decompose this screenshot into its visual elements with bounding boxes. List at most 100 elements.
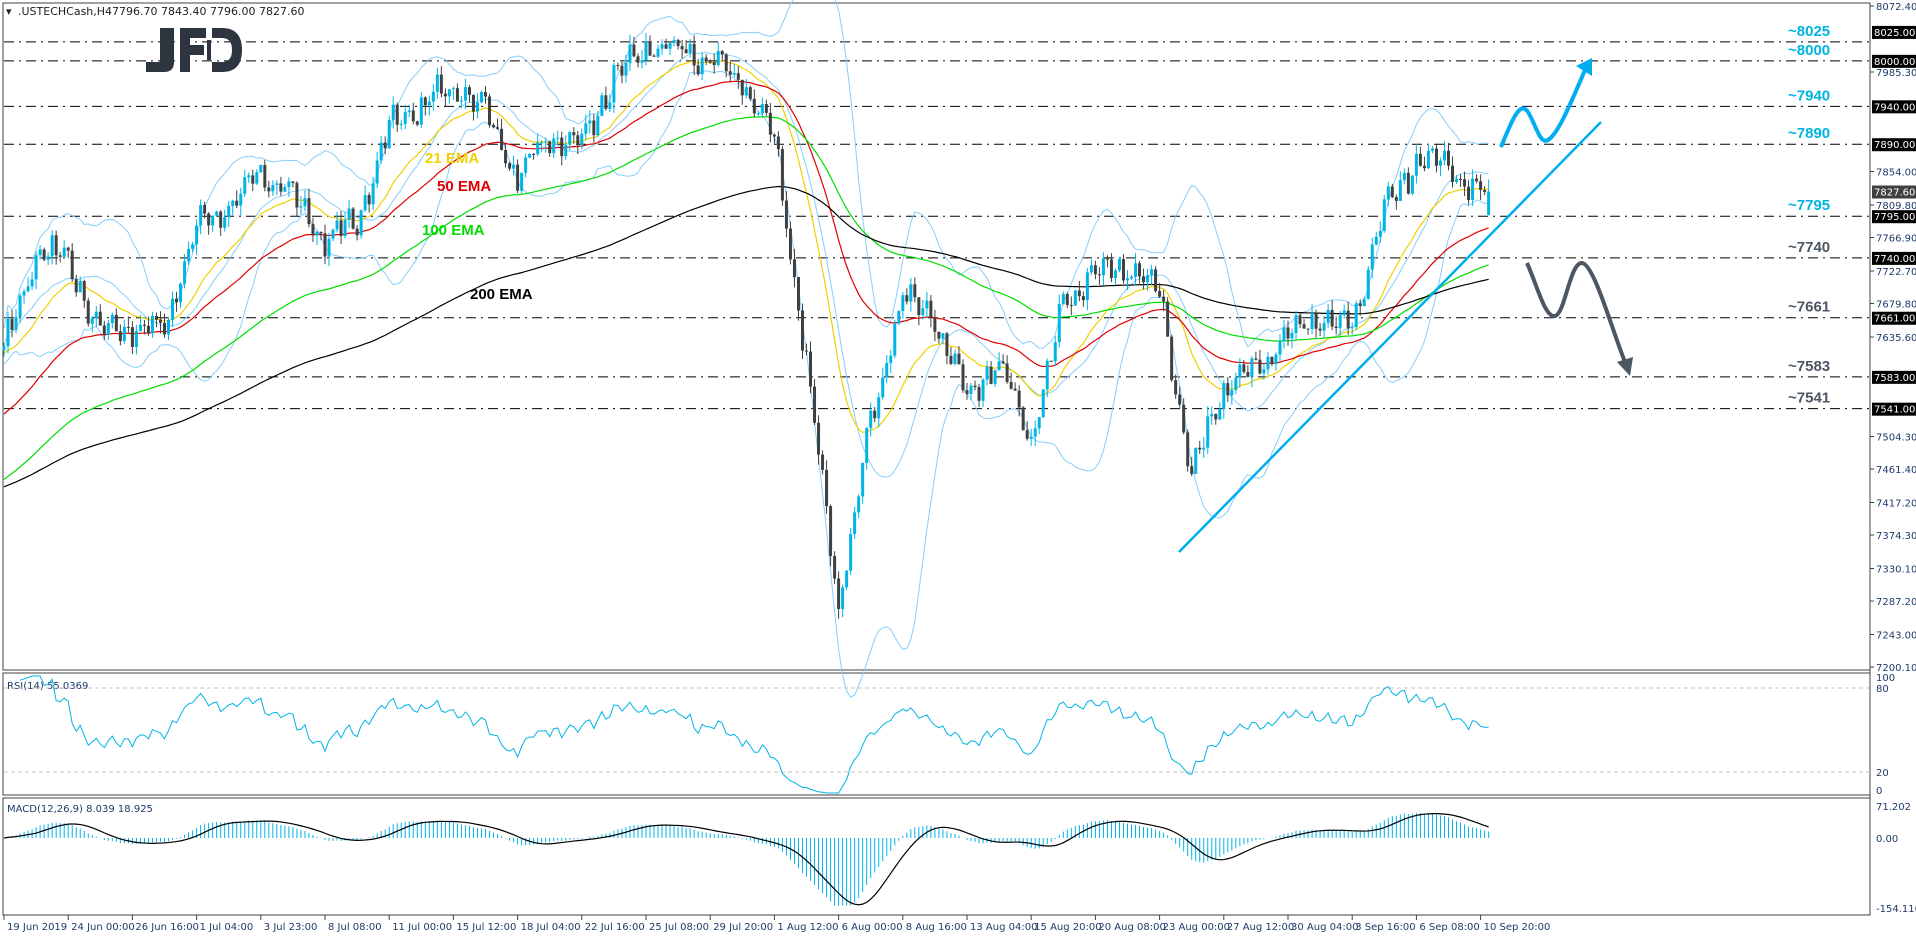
candle-body[interactable] xyxy=(632,44,636,57)
candle-body[interactable] xyxy=(873,410,877,419)
candle-body[interactable] xyxy=(126,326,130,328)
candle-body[interactable] xyxy=(1093,265,1097,275)
candle-body[interactable] xyxy=(1174,380,1178,395)
candle-body[interactable] xyxy=(941,333,945,339)
candle-body[interactable] xyxy=(1113,270,1117,279)
candle-body[interactable] xyxy=(624,62,628,76)
candle-body[interactable] xyxy=(1166,301,1170,337)
candle-body[interactable] xyxy=(235,200,239,206)
candle-body[interactable] xyxy=(154,316,158,320)
candle-body[interactable] xyxy=(708,61,712,63)
candle-body[interactable] xyxy=(656,48,660,57)
candle-body[interactable] xyxy=(560,137,564,157)
candle-body[interactable] xyxy=(528,153,532,158)
candle-body[interactable] xyxy=(764,104,768,113)
candle-body[interactable] xyxy=(58,255,62,257)
candle-body[interactable] xyxy=(616,64,620,67)
candle-body[interactable] xyxy=(1298,315,1302,325)
candle-body[interactable] xyxy=(800,310,804,351)
candle-body[interactable] xyxy=(163,322,166,335)
candle-body[interactable] xyxy=(1410,175,1414,194)
candle-body[interactable] xyxy=(287,181,291,188)
candle-body[interactable] xyxy=(620,66,624,76)
candle-body[interactable] xyxy=(443,93,447,97)
candle-body[interactable] xyxy=(355,228,359,236)
candle-body[interactable] xyxy=(1146,275,1150,283)
candle-body[interactable] xyxy=(26,286,30,292)
candle-body[interactable] xyxy=(403,111,407,124)
candle-body[interactable] xyxy=(299,206,303,208)
candle-body[interactable] xyxy=(913,284,917,298)
candle-body[interactable] xyxy=(1475,178,1479,182)
candle-body[interactable] xyxy=(728,71,732,75)
candle-body[interactable] xyxy=(973,385,977,388)
candle-body[interactable] xyxy=(239,193,243,206)
candle-body[interactable] xyxy=(1045,360,1049,390)
candle-body[interactable] xyxy=(712,62,716,65)
candle-body[interactable] xyxy=(1447,150,1450,166)
candle-body[interactable] xyxy=(146,325,150,334)
candle-body[interactable] xyxy=(636,56,640,63)
candle-body[interactable] xyxy=(251,175,255,184)
candle-body[interactable] xyxy=(748,87,752,99)
candle-body[interactable] xyxy=(704,57,708,62)
candle-body[interactable] xyxy=(512,164,516,169)
candle-body[interactable] xyxy=(576,135,580,146)
candle-body[interactable] xyxy=(1081,296,1085,301)
candle-body[interactable] xyxy=(1025,430,1029,439)
candle-body[interactable] xyxy=(451,88,455,90)
candle-body[interactable] xyxy=(600,95,604,116)
candle-body[interactable] xyxy=(652,55,656,57)
candle-body[interactable] xyxy=(837,578,841,609)
candle-body[interactable] xyxy=(102,325,106,335)
candle-body[interactable] xyxy=(138,324,142,331)
candle-body[interactable] xyxy=(1463,179,1467,187)
candle-body[interactable] xyxy=(813,386,817,423)
candle-body[interactable] xyxy=(1326,309,1330,323)
candle-body[interactable] xyxy=(821,454,825,470)
candle-body[interactable] xyxy=(379,142,383,161)
candle-body[interactable] xyxy=(1182,404,1186,433)
candle-body[interactable] xyxy=(122,326,126,342)
candle-body[interactable] xyxy=(1121,259,1125,281)
candle-body[interactable] xyxy=(833,556,837,579)
candle-body[interactable] xyxy=(1033,428,1037,437)
candle-body[interactable] xyxy=(1294,315,1298,333)
candle-body[interactable] xyxy=(1266,356,1270,370)
candle-body[interactable] xyxy=(1274,354,1278,365)
candle-body[interactable] xyxy=(38,249,42,256)
candle-body[interactable] xyxy=(395,104,399,125)
candle-body[interactable] xyxy=(1346,310,1350,329)
candle-body[interactable] xyxy=(455,88,459,102)
candle-body[interactable] xyxy=(207,213,211,226)
candle-body[interactable] xyxy=(319,231,323,234)
candle-body[interactable] xyxy=(925,300,929,309)
candle-body[interactable] xyxy=(387,119,391,149)
candle-body[interactable] xyxy=(536,142,540,155)
candle-body[interactable] xyxy=(552,138,556,154)
candle-body[interactable] xyxy=(327,238,331,257)
candle-body[interactable] xyxy=(90,318,94,324)
candle-body[interactable] xyxy=(223,217,227,228)
candle-body[interactable] xyxy=(1290,332,1294,339)
candle-body[interactable] xyxy=(809,351,813,387)
candle-body[interactable] xyxy=(1057,303,1061,343)
candle-body[interactable] xyxy=(279,183,283,192)
candle-body[interactable] xyxy=(756,113,760,115)
candle-body[interactable] xyxy=(247,175,251,178)
candle-body[interactable] xyxy=(484,92,487,97)
candle-body[interactable] xyxy=(199,205,203,226)
candle-body[interactable] xyxy=(612,64,616,103)
candle-body[interactable] xyxy=(54,235,58,256)
candle-body[interactable] xyxy=(893,323,897,356)
candle-body[interactable] xyxy=(740,79,744,96)
candle-body[interactable] xyxy=(877,397,881,419)
candle-body[interactable] xyxy=(568,132,572,145)
candle-body[interactable] xyxy=(1386,186,1390,200)
candle-body[interactable] xyxy=(1130,276,1134,279)
candle-body[interactable] xyxy=(524,157,528,173)
candle-body[interactable] xyxy=(588,120,592,124)
candle-body[interactable] xyxy=(1202,447,1206,450)
candle-body[interactable] xyxy=(1097,274,1101,276)
